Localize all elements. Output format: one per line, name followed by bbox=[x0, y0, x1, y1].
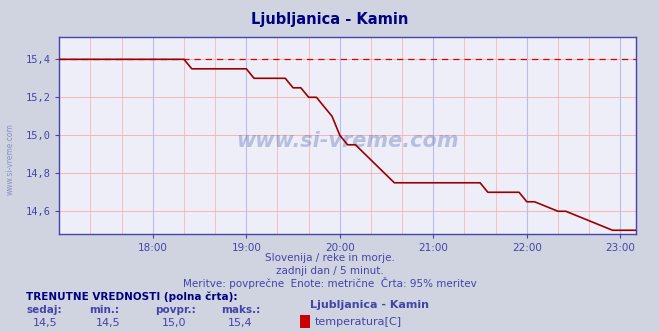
Text: Meritve: povprečne  Enote: metrične  Črta: 95% meritev: Meritve: povprečne Enote: metrične Črta:… bbox=[183, 277, 476, 289]
Text: Ljubljanica - Kamin: Ljubljanica - Kamin bbox=[310, 300, 429, 310]
Text: Slovenija / reke in morje.: Slovenija / reke in morje. bbox=[264, 253, 395, 263]
Text: www.si-vreme.com: www.si-vreme.com bbox=[237, 131, 459, 151]
Text: 15,0: 15,0 bbox=[161, 318, 186, 328]
Text: www.si-vreme.com: www.si-vreme.com bbox=[5, 124, 14, 195]
Text: Ljubljanica - Kamin: Ljubljanica - Kamin bbox=[251, 12, 408, 27]
Text: 14,5: 14,5 bbox=[96, 318, 120, 328]
Text: maks.:: maks.: bbox=[221, 305, 260, 315]
Text: temperatura[C]: temperatura[C] bbox=[315, 317, 402, 327]
Text: 14,5: 14,5 bbox=[33, 318, 57, 328]
Text: sedaj:: sedaj: bbox=[26, 305, 62, 315]
Text: zadnji dan / 5 minut.: zadnji dan / 5 minut. bbox=[275, 266, 384, 276]
Text: min.:: min.: bbox=[89, 305, 119, 315]
Text: 15,4: 15,4 bbox=[227, 318, 252, 328]
Text: TRENUTNE VREDNOSTI (polna črta):: TRENUTNE VREDNOSTI (polna črta): bbox=[26, 292, 238, 302]
Text: povpr.:: povpr.: bbox=[155, 305, 196, 315]
